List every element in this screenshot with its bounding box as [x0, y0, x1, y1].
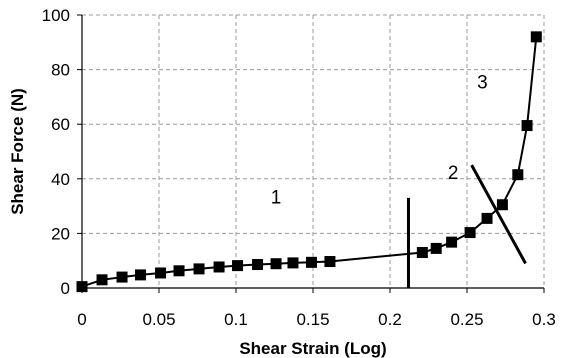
x-tick-label: 0.15 [296, 310, 329, 329]
axes [77, 14, 545, 293]
region-divider-line [470, 164, 527, 265]
x-tick-label: 0.2 [378, 310, 402, 329]
data-point-marker [496, 199, 508, 211]
y-tick-label: 20 [51, 224, 70, 243]
data-point-marker [252, 259, 264, 271]
x-tick-label: 0 [77, 310, 86, 329]
tick-labels: 0 0.05 0.1 0.15 0.2 0.25 0.3 0 20 40 60 80 100 [42, 6, 556, 329]
data-point-marker [530, 31, 542, 43]
y-tick-label: 60 [51, 115, 70, 134]
data-point-marker [96, 274, 108, 286]
x-tick-label: 0.3 [532, 310, 556, 329]
data-point-marker [324, 256, 336, 268]
data-point-marker [512, 169, 524, 181]
data-point-marker [464, 227, 476, 239]
data-point-marker [430, 242, 442, 254]
x-tick-label: 0.05 [142, 310, 175, 329]
region-labels: 1 2 3 [271, 73, 488, 209]
data-point-marker [193, 263, 205, 275]
region-label: 2 [448, 163, 459, 184]
region-dividers [406, 164, 527, 288]
data-point-marker [135, 269, 147, 281]
data-point-marker [116, 271, 128, 283]
y-tick-label: 40 [51, 170, 70, 189]
region-label: 3 [477, 73, 488, 94]
region-label: 1 [271, 187, 282, 208]
x-axis-title: Shear Strain (Log) [239, 339, 386, 358]
data-series [76, 31, 542, 293]
series-line [81, 36, 538, 288]
data-point-marker [173, 265, 185, 277]
x-tick-label: 0.1 [224, 310, 248, 329]
grid [82, 14, 545, 288]
data-point-marker [155, 267, 167, 279]
data-point-marker [416, 247, 428, 259]
data-point-marker [213, 261, 225, 273]
y-axis-title: Shear Force (N) [8, 88, 27, 215]
data-point-marker [76, 281, 88, 293]
x-tick-label: 0.25 [450, 310, 483, 329]
data-point-marker [305, 256, 317, 268]
y-tick-label: 80 [51, 61, 70, 80]
data-point-marker [521, 120, 533, 132]
data-point-marker [232, 260, 244, 272]
y-tick-label: 0 [61, 279, 70, 298]
data-point-marker [287, 257, 299, 269]
y-tick-label: 100 [42, 6, 70, 25]
data-point-marker [481, 212, 493, 224]
data-point-marker [270, 258, 282, 270]
data-point-marker [446, 236, 458, 248]
